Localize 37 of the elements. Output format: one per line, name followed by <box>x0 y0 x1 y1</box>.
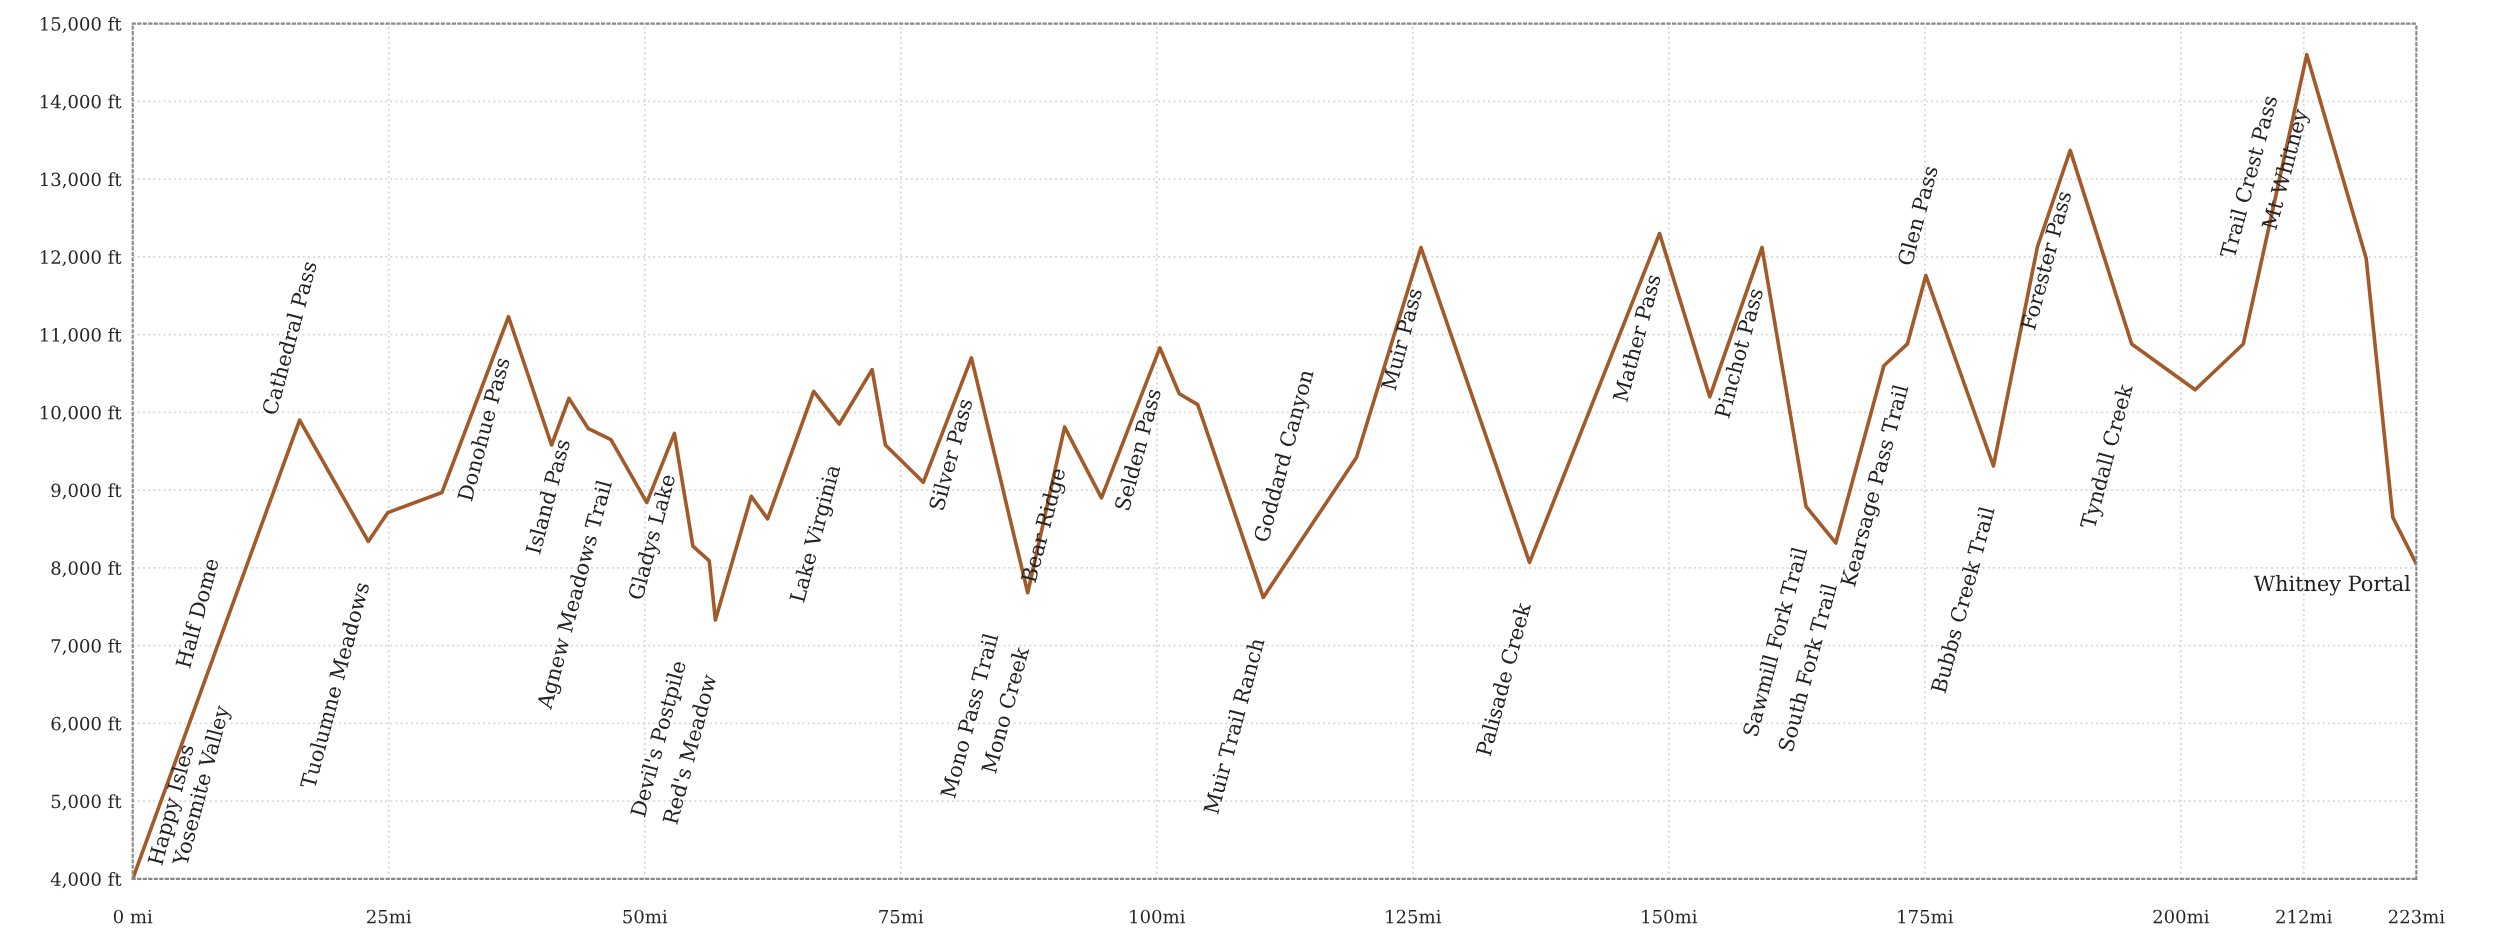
y-tick-label: 12,000 ft <box>40 249 122 267</box>
y-tick-label: 15,000 ft <box>40 16 122 33</box>
y-tick-label: 8,000 ft <box>51 561 122 578</box>
y-tick-label: 6,000 ft <box>51 716 122 733</box>
annotation: Gladys Lake <box>627 473 680 602</box>
annotation: Whitney Portal <box>2253 575 2411 596</box>
x-tick-label: 200mi <box>2153 909 2210 924</box>
x-tick-label: 25mi <box>367 909 412 924</box>
annotation: Pinchot Pass <box>1713 287 1764 419</box>
annotation: Island Pass <box>524 438 571 555</box>
annotation: Bubbs Creek Trail <box>1930 505 1995 694</box>
annotation: Half Dome <box>174 557 220 669</box>
y-tick-label: 13,000 ft <box>40 172 122 189</box>
annotation: Silver Pass <box>928 397 973 511</box>
x-tick-label: 150mi <box>1642 909 1698 924</box>
y-tick-label: 9,000 ft <box>51 483 122 500</box>
y-tick-label: 10,000 ft <box>40 405 122 422</box>
x-tick-label: 175mi <box>1898 909 1954 924</box>
x-tick-label: 0 mi <box>113 909 153 924</box>
y-tick-label: 5,000 ft <box>51 794 122 811</box>
annotation: Muir Pass <box>1380 287 1423 391</box>
x-tick-label: 125mi <box>1386 909 1442 924</box>
x-tick-label: 75mi <box>879 909 924 924</box>
annotation: Mather Pass <box>1611 273 1661 403</box>
x-tick-label: 100mi <box>1130 909 1186 924</box>
annotation: Tyndall Creek <box>2079 382 2138 531</box>
y-tick-label: 14,000 ft <box>40 94 122 111</box>
x-tick-label: 212mi <box>2276 909 2332 924</box>
y-tick-label: 7,000 ft <box>51 638 122 655</box>
x-tick-label: 223mi <box>2388 909 2445 924</box>
annotation: Muir Trail Ranch <box>1202 636 1265 815</box>
annotation: Bear Ridge <box>1020 467 1070 585</box>
y-tick-label: 11,000 ft <box>40 327 122 344</box>
annotation: Selden Pass <box>1113 387 1162 511</box>
y-tick-label: 4,000 ft <box>50 872 122 889</box>
annotation: Glen Pass <box>1896 164 1939 267</box>
x-tick-label: 50mi <box>623 909 668 924</box>
